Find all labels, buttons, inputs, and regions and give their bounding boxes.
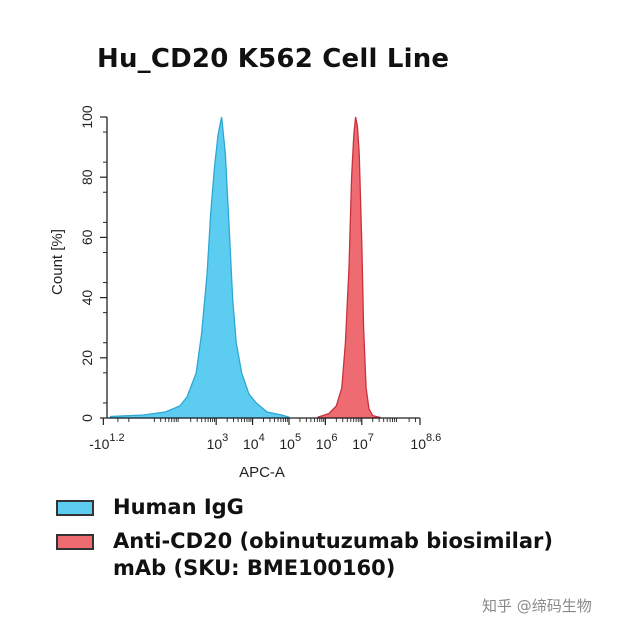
watermark: 知乎 @缔码生物 [482,597,592,615]
axes-layer [106,117,420,419]
x-tick-label-exponent: 8.6 [426,432,441,444]
y-tick-label: 80 [79,169,95,185]
y-tick-label: 60 [79,229,95,245]
x-tick-label-exponent: 7 [368,432,374,444]
y-tick-label: 0 [79,414,95,422]
legend-label-anti-cd20-line1: Anti-CD20 (obinutuzumab biosimilar) [113,529,554,553]
x-tick-label: 10 [352,436,368,452]
x-tick-label: 10 [316,436,332,452]
x-tick-label: 10 [207,436,223,452]
series-human-igg [109,116,290,419]
x-tick-label-exponent: 3 [222,432,228,444]
x-tick-label: 10 [410,436,426,452]
x-tick-label: 10 [243,436,259,452]
series-layer [109,116,381,419]
x-tick-label-exponent: 5 [295,432,301,444]
x-axis-label: APC-A [239,464,285,481]
x-tick-label-exponent: 6 [331,432,337,444]
y-tick-label: 100 [79,105,95,129]
x-tick-label: 10 [279,436,295,452]
y-axis-label: Count [%] [49,229,66,295]
legend-label-human-igg: Human IgG [113,495,244,519]
series-anti-cd20 [317,116,381,419]
chart-title: Hu_CD20 K562 Cell Line [97,44,450,74]
legend-swatch-anti-cd20 [56,534,94,550]
x-tick-label: -10 [89,436,109,452]
x-tick-label-exponent: 4 [259,432,265,444]
legend-label-anti-cd20-line2: mAb (SKU: BME100160) [113,556,396,580]
legend-swatch-human-igg [56,500,94,516]
y-tick-label: 40 [79,290,95,306]
y-tick-label: 20 [79,350,95,366]
x-tick-label-exponent: 1.2 [109,432,124,444]
